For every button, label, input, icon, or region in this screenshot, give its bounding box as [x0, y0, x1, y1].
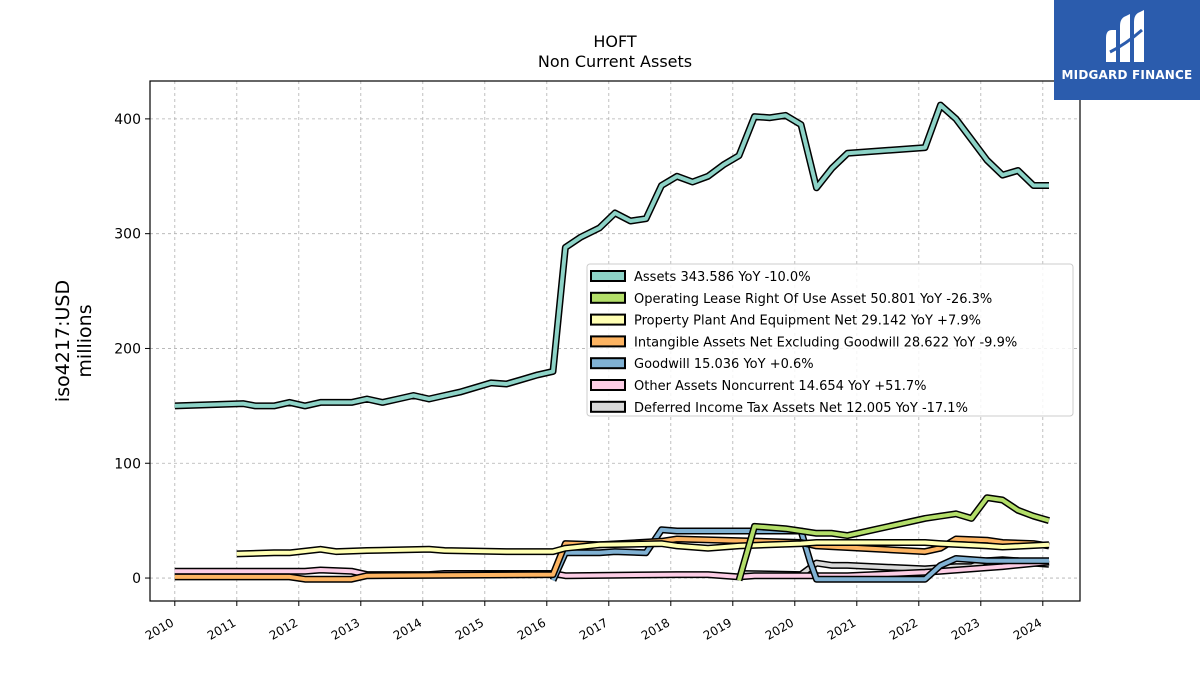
legend-label: Property Plant And Equipment Net 29.142 … [634, 314, 981, 329]
legend-item: Assets 343.586 YoY -10.0% [590, 270, 811, 285]
series-line-operating-lease-right-of-use-asset-stroke [737, 495, 1050, 581]
series-line-property-plant-and-equipment-net [236, 539, 1050, 558]
x-tick-label: 2024 [1011, 615, 1044, 642]
legend-label: Intangible Assets Net Excluding Goodwill… [634, 335, 1017, 350]
x-tick-label: 2014 [391, 615, 424, 642]
y-tick-label: 100 [114, 456, 141, 472]
legend-swatch [590, 357, 626, 370]
legend-label: Assets 343.586 YoY -10.0% [634, 270, 811, 285]
series-lines [174, 101, 1050, 583]
legend: Assets 343.586 YoY -10.0% Operating Lease… [586, 263, 1074, 417]
legend-swatch [590, 313, 626, 326]
x-tick-label: 2023 [949, 615, 982, 642]
y-tick-label: 200 [114, 341, 141, 357]
legend-item: Operating Lease Right Of Use Asset 50.80… [590, 291, 992, 307]
x-tick-label: 2011 [205, 615, 238, 642]
legend-item: Intangible Assets Net Excluding Goodwill… [590, 335, 1017, 350]
x-tick-label: 2022 [887, 615, 920, 642]
y-tick-label: 0 [132, 571, 141, 587]
x-tick-label: 2018 [639, 615, 672, 642]
series-line-property-plant-and-equipment-net-stroke [236, 540, 1050, 556]
x-tick-label: 2013 [329, 615, 362, 642]
legend-label: Goodwill 15.036 YoY +0.6% [634, 357, 814, 372]
legend-label: Other Assets Noncurrent 14.654 YoY +51.7… [634, 379, 926, 394]
y-tick-label: 300 [114, 227, 141, 243]
series-line-intangible-assets-net-excluding-goodwill-stroke [174, 537, 1050, 582]
legend-item: Goodwill 15.036 YoY +0.6% [590, 357, 814, 372]
midgard-finance-logo: MIDGARD FINANCE [1054, 0, 1200, 100]
x-tick-label: 2017 [577, 615, 610, 642]
legend-label: Deferred Income Tax Assets Net 12.005 Yo… [634, 401, 968, 416]
y-tick-label: 400 [114, 112, 141, 128]
legend-swatch [590, 335, 626, 348]
series-line-other-assets-noncurrent [174, 558, 1050, 581]
legend-swatch [590, 270, 626, 282]
legend-item: Property Plant And Equipment Net 29.142 … [590, 313, 981, 329]
series-line-operating-lease-right-of-use-asset [735, 494, 1050, 582]
x-tick-label: 2019 [701, 615, 734, 642]
x-tick-label: 2021 [825, 615, 858, 642]
x-tick-label: 2010 [143, 615, 176, 642]
legend-swatch [590, 379, 626, 391]
series-line-assets [174, 101, 1049, 410]
series-line-assets-stroke [174, 103, 1049, 408]
y-axis-label-line1: iso4217:USD [52, 280, 74, 402]
x-tick-label: 2012 [267, 615, 300, 642]
plot-frame [149, 80, 1081, 602]
logo-text: MIDGARD FINANCE [1061, 68, 1193, 82]
legend-label: Operating Lease Right Of Use Asset 50.80… [634, 292, 992, 307]
chart-subtitle: Non Current Assets [538, 52, 692, 71]
x-axis: 2010 2011 2012 2013 2014 2015 2016 2017 2018 2019… [143, 601, 1044, 643]
y-axis: 0 100 200 300 400 [114, 112, 150, 587]
legend-swatch [590, 291, 626, 304]
y-axis-label-line2: millions [74, 304, 96, 377]
x-tick-label: 2020 [763, 615, 796, 642]
chart-title: HOFT [593, 32, 637, 51]
legend-item: Other Assets Noncurrent 14.654 YoY +51.7… [590, 379, 926, 394]
series-line-intangible-assets-net-excluding-goodwill [174, 535, 1050, 583]
midgard-logo-icon [1106, 10, 1144, 62]
x-tick-label: 2016 [515, 615, 548, 642]
legend-box [586, 263, 1074, 417]
legend-item: Deferred Income Tax Assets Net 12.005 Yo… [590, 400, 968, 416]
legend-swatch [590, 400, 626, 413]
x-tick-label: 2015 [453, 615, 486, 642]
